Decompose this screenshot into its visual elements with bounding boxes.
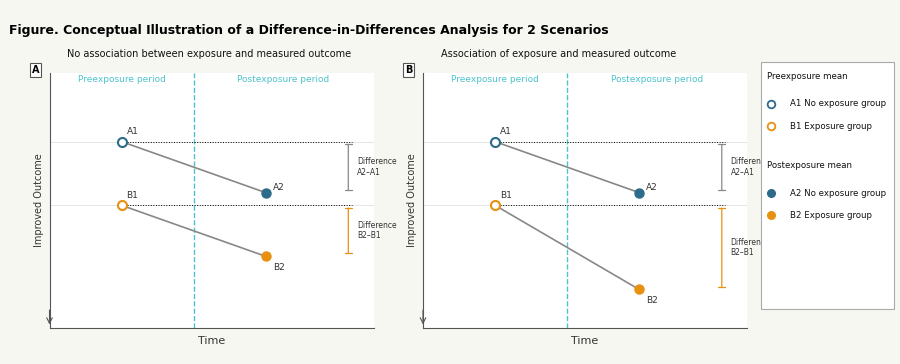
- X-axis label: Time: Time: [572, 336, 598, 346]
- Text: B2: B2: [646, 296, 658, 305]
- Text: Association of exposure and measured outcome: Association of exposure and measured out…: [441, 49, 676, 59]
- Text: No association between exposure and measured outcome: No association between exposure and meas…: [68, 49, 351, 59]
- Text: A1 No exposure group: A1 No exposure group: [790, 99, 886, 108]
- Text: Difference
B2–B1: Difference B2–B1: [357, 221, 397, 241]
- Text: Preexposure period: Preexposure period: [451, 75, 539, 84]
- Text: B1 Exposure group: B1 Exposure group: [790, 122, 872, 131]
- Text: B2: B2: [273, 263, 284, 272]
- Text: Preexposure period: Preexposure period: [77, 75, 166, 84]
- Text: Figure. Conceptual Illustration of a Difference-in-Differences Analysis for 2 Sc: Figure. Conceptual Illustration of a Dif…: [9, 24, 608, 37]
- Text: Postexposure mean: Postexposure mean: [767, 161, 852, 170]
- Text: Difference
A2–A1: Difference A2–A1: [731, 157, 770, 177]
- Text: B: B: [405, 65, 412, 75]
- Text: B1: B1: [127, 191, 139, 199]
- Text: A: A: [32, 65, 40, 75]
- FancyBboxPatch shape: [760, 62, 894, 309]
- Text: Postexposure period: Postexposure period: [611, 75, 703, 84]
- Text: A2 No exposure group: A2 No exposure group: [790, 189, 886, 198]
- Y-axis label: Improved Outcome: Improved Outcome: [408, 153, 418, 247]
- Text: Postexposure period: Postexposure period: [238, 75, 329, 84]
- Text: Preexposure mean: Preexposure mean: [767, 72, 848, 81]
- Text: B1: B1: [500, 191, 512, 199]
- Text: A1: A1: [127, 127, 139, 136]
- X-axis label: Time: Time: [198, 336, 225, 346]
- Y-axis label: Improved Outcome: Improved Outcome: [34, 153, 44, 247]
- Text: Difference
B2–B1: Difference B2–B1: [731, 238, 770, 257]
- Text: B2 Exposure group: B2 Exposure group: [790, 211, 872, 220]
- Text: A1: A1: [500, 127, 512, 136]
- Text: Difference
A2–A1: Difference A2–A1: [357, 157, 397, 177]
- Text: A2: A2: [646, 183, 658, 192]
- Text: A2: A2: [273, 183, 284, 192]
